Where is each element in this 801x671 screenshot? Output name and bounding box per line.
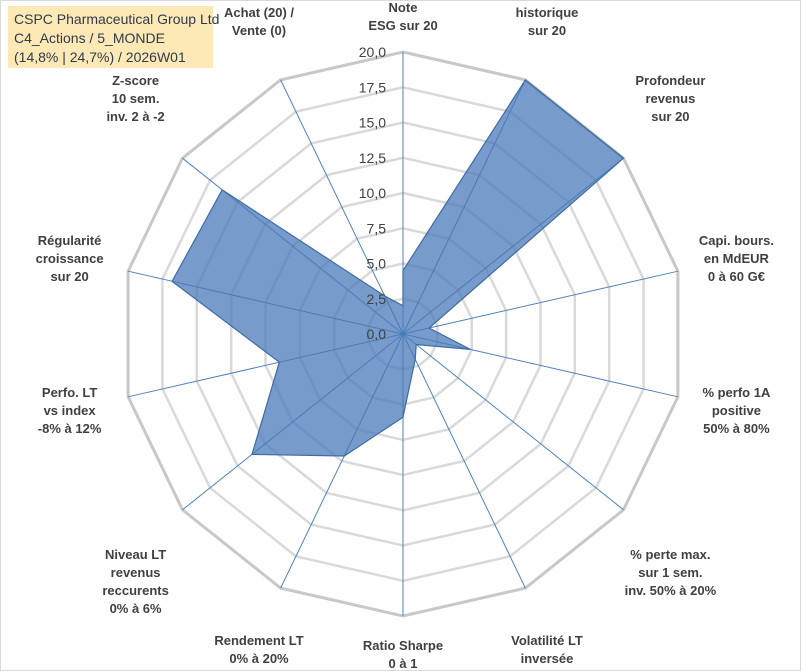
axis-label-line: 0% à 20% <box>229 651 289 666</box>
axis-label-line: inv. 2 à -2 <box>106 109 164 124</box>
tick-label: 12,5 <box>359 150 386 166</box>
axis-label-line: Perfo. LT <box>42 385 97 400</box>
axis-label-line: positive <box>712 403 761 418</box>
axis-label-line: Z-score <box>112 73 159 88</box>
axis-label-line: en MdEUR <box>704 251 770 266</box>
axis-spoke <box>402 333 526 589</box>
axis-spoke <box>402 333 624 511</box>
axis-label-line: Volatilité LT <box>511 633 583 648</box>
chart-title-company: CSPC Pharmaceutical Group Ltd <box>14 11 220 27</box>
tick-label: 0,0 <box>367 326 387 342</box>
axis-label-line: sur 20 <box>651 109 689 124</box>
axis-label-line: 40% à 0% <box>517 669 577 671</box>
radar-series <box>171 79 625 457</box>
axis-label-line: revenus <box>645 91 695 106</box>
axis-label-line: Niveau LT <box>105 547 166 562</box>
axis-label-line: -8% à 12% <box>38 421 102 436</box>
axis-label-line: sur 20 <box>528 23 566 38</box>
axis-label-line: 10 sem. <box>112 91 160 106</box>
axis-label-line: Régularité <box>38 233 102 248</box>
axis-label-line: % perte max. <box>630 547 710 562</box>
axis-label-line: Profondeur <box>635 73 705 88</box>
axis-label-line: inv. 50% à 20% <box>625 583 717 598</box>
axis-label-line: Momentum <box>224 0 293 2</box>
axis-label-line: 50% à 80% <box>703 421 770 436</box>
tick-label: 7,5 <box>367 220 387 236</box>
axis-label-line: 0% à 6% <box>110 601 162 616</box>
radar-tick-labels: 0,0 2,5 5,0 7,5 10,0 12,5 15,0 17,5 20,0 <box>359 44 386 342</box>
axis-label-line: Rendement LT <box>214 633 303 648</box>
tick-label: 10,0 <box>359 185 386 201</box>
axis-label-line: inversée <box>521 651 574 666</box>
axis-label-line: Note <box>389 0 418 15</box>
axis-label-line: Profondeur <box>512 0 582 2</box>
axis-label-line: Capi. bours. <box>699 233 774 248</box>
axis-spoke <box>280 79 404 335</box>
chart-title-stats: (14,8% | 24,7%) / 2026W01 <box>14 49 186 65</box>
radar-axis-labels: Note ESG sur 20 Profondeur historique sur 20… <box>36 0 774 671</box>
axis-label-line: historique <box>516 5 579 20</box>
series-area <box>171 79 625 457</box>
axis-label-line: reccurents <box>102 583 168 598</box>
tick-label: 17,5 <box>359 79 386 95</box>
tick-label: 5,0 <box>367 256 387 272</box>
axis-label-line: % perfo 1A <box>702 385 771 400</box>
axis-label-line: sur 20 <box>50 269 88 284</box>
axis-label-line: 0 à 60 G€ <box>708 269 765 284</box>
tick-label: 15,0 <box>359 115 386 131</box>
axis-label-line: vs index <box>44 403 97 418</box>
axis-label-line: revenus <box>111 565 161 580</box>
tick-label: 2,5 <box>367 291 387 307</box>
axis-label-line: 0 à 1 <box>389 656 418 671</box>
tick-label: 20,0 <box>359 44 386 60</box>
chart-title-box: CSPC Pharmaceutical Group Ltd C4_Actions… <box>8 6 220 68</box>
axis-label-line: croissance <box>36 251 104 266</box>
axis-label-line: sur 1 sem. <box>638 565 702 580</box>
axis-label-line: ESG sur 20 <box>368 18 437 33</box>
chart-title-category: C4_Actions / 5_MONDE <box>14 30 165 46</box>
axis-spoke <box>402 270 679 335</box>
axis-label-line: Vente (0) <box>232 23 286 38</box>
axis-label-line: Achat (20) / <box>224 5 294 20</box>
axis-label-line: Ratio Sharpe <box>363 638 443 653</box>
